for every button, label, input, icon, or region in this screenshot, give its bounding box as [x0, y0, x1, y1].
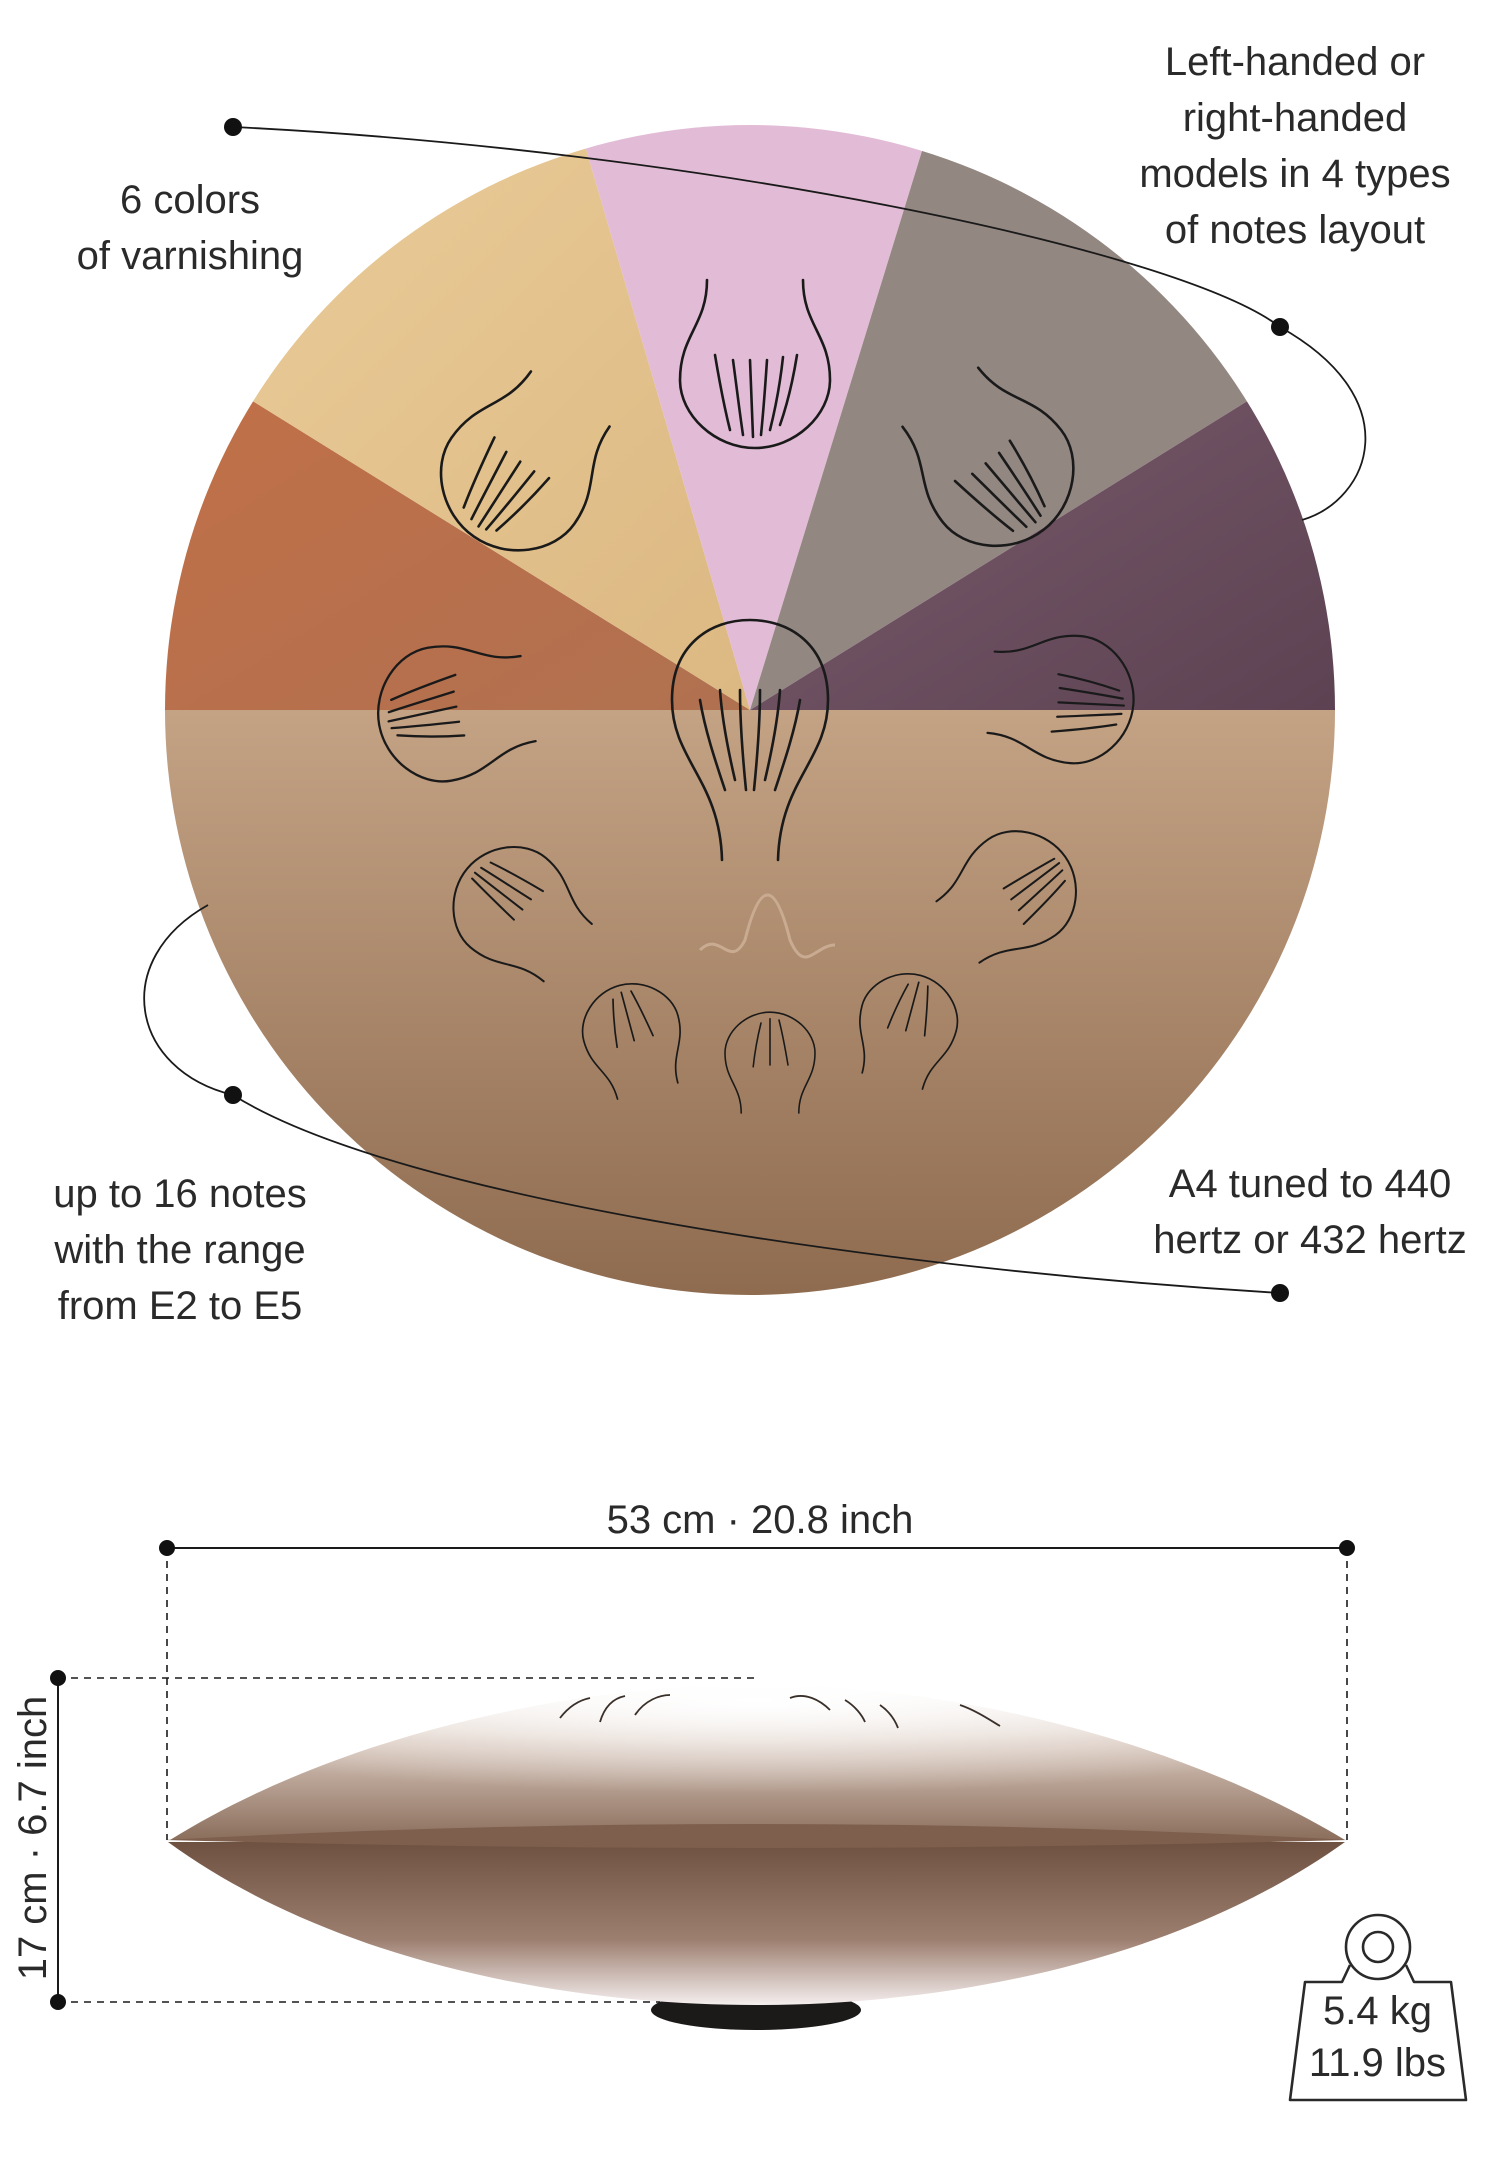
varnish-plum-section	[750, 300, 1335, 710]
callout-notes-line: up to 16 notes	[53, 1172, 307, 1216]
note-field-upper-left	[439, 370, 611, 552]
callout-varnishing-line: of varnishing	[76, 234, 304, 278]
callout-notes-line: from E2 to E5	[57, 1284, 303, 1328]
callout-dot-layout	[1271, 318, 1289, 336]
callout-varnishing-line: 6 colors	[119, 178, 261, 222]
side-view-bottom-shell	[168, 1842, 1345, 2005]
leader-varnishing	[232, 126, 1281, 328]
weight-label: 5.4 kg 11.9 lbs	[1285, 1985, 1470, 2089]
height-dimension-label: 17 cm · 6.7 inch	[11, 1695, 55, 1981]
leader-tuning	[232, 1094, 1281, 1294]
side-view-rim	[165, 1824, 1348, 1848]
callout-dot-tuning	[1271, 1284, 1289, 1302]
height-dim-dot-bottom	[50, 1994, 66, 2010]
varnish-pink-section	[560, 125, 950, 710]
callout-tuning: A4 tuned to 440 hertz or 432 hertz	[1120, 1156, 1500, 1268]
callout-layout: Left-handed or right-handed models in 4 …	[1105, 34, 1485, 258]
side-view	[165, 1685, 1348, 2030]
callout-notes-line: with the range	[54, 1228, 306, 1272]
callout-tuning-line: A4 tuned to 440	[1168, 1162, 1452, 1206]
note-field-upper-right	[901, 366, 1075, 548]
note-field-bottom-right	[859, 973, 959, 1090]
note-field-lower-right	[935, 830, 1077, 964]
weight-icon	[1288, 1913, 1468, 2102]
height-dim-dot-top	[50, 1670, 66, 1686]
callout-tuning-line: hertz or 432 hertz	[1153, 1218, 1467, 1262]
leader-layout-loop	[1279, 326, 1367, 521]
callout-dot-varnishing	[224, 118, 242, 136]
callout-varnishing: 6 colors of varnishing	[40, 172, 340, 284]
note-field-lower-left	[452, 845, 593, 983]
note-field-mid-left	[377, 645, 537, 783]
weight-kg: 5.4 kg	[1323, 1989, 1432, 2033]
callout-leaders	[143, 126, 1367, 1294]
note-field-bottom-center	[724, 1011, 816, 1114]
callout-layout-line: of notes layout	[1164, 208, 1426, 252]
note-field-center	[670, 618, 830, 862]
top-view-disc	[165, 125, 1335, 1295]
callout-dot-notes	[224, 1086, 242, 1104]
callout-layout-line: Left-handed or	[1164, 40, 1426, 84]
width-dimension-label: 53 cm · 20.8 inch	[606, 1498, 914, 1542]
width-dim-dot-left	[159, 1540, 175, 1556]
dimension-lines	[57, 1547, 1348, 2003]
leader-notes-loop	[143, 904, 234, 1096]
callout-notes: up to 16 notes with the range from E2 to…	[20, 1166, 340, 1334]
callout-layout-line: models in 4 types	[1139, 152, 1451, 196]
callout-layout-line: right-handed	[1182, 96, 1408, 140]
weight-lbs: 11.9 lbs	[1308, 2041, 1447, 2085]
note-field-mid-right	[986, 634, 1135, 765]
brand-logo-icon	[698, 893, 836, 959]
note-field-top	[678, 278, 832, 450]
note-field-bottom-left	[581, 983, 681, 1100]
width-dim-dot-right	[1339, 1540, 1355, 1556]
